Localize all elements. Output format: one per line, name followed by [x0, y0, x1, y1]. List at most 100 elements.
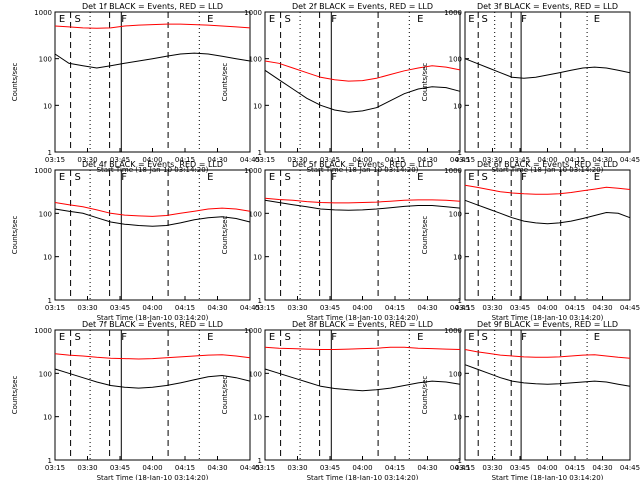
- series-line-events: [264, 199, 461, 211]
- x-tick-label: 04:30: [207, 156, 227, 164]
- x-tick-label: 03:15: [45, 156, 65, 164]
- y-tick-label: 10: [43, 254, 52, 262]
- y-tick-label: 1000: [34, 9, 52, 17]
- y-tick-label: 1: [258, 297, 262, 305]
- x-tick-label: 04:15: [565, 304, 585, 312]
- panel-9: Det 9f BLACK = Events, RED = LLD Counts/s…: [421, 320, 640, 480]
- y-tick-label: 10: [253, 414, 262, 422]
- x-axis-label: Start Time (18-Jan-10 03:14:20): [97, 314, 209, 322]
- y-tick-label: 100: [39, 210, 52, 218]
- event-marker-label: E: [594, 14, 600, 25]
- x-tick-label: 04:30: [592, 304, 612, 312]
- x-axis-label: Start Time (18-Jan-10 03:14:20): [492, 314, 604, 322]
- x-tick-label: 03:45: [510, 464, 530, 472]
- series-line-lld: [264, 346, 461, 350]
- y-tick-label: 1000: [34, 167, 52, 175]
- x-tick-label: 03:30: [482, 156, 502, 164]
- series-line-lld: [54, 202, 251, 217]
- y-tick-label: 100: [39, 370, 52, 378]
- event-marker-label: E: [59, 14, 65, 25]
- x-tick-label: 04:15: [175, 464, 195, 472]
- event-marker-label: E: [59, 172, 65, 183]
- y-tick-label: 1: [458, 149, 462, 157]
- event-marker-label: S: [75, 172, 81, 183]
- y-tick-label: 100: [449, 56, 462, 64]
- y-axis-label: Counts/sec: [221, 376, 229, 415]
- panel-title: Det 7f BLACK = Events, RED = LLD: [82, 320, 223, 329]
- x-tick-label: 03:15: [255, 156, 275, 164]
- event-marker-label: F: [331, 332, 337, 343]
- x-tick-label: 04:15: [565, 156, 585, 164]
- series-line-lld: [264, 60, 461, 82]
- x-tick-label: 04:00: [352, 156, 372, 164]
- panel-5: Det 5f BLACK = Events, RED = LLD Counts/s…: [221, 160, 470, 322]
- panel-title: Det 3f BLACK = Events, RED = LLD: [477, 2, 618, 11]
- y-axis-label: Counts/sec: [421, 376, 429, 415]
- event-marker-label: E: [269, 332, 275, 343]
- y-tick-label: 1: [458, 297, 462, 305]
- series-line-lld: [464, 184, 631, 195]
- event-marker-label: F: [121, 332, 127, 343]
- x-tick-label: 04:30: [417, 464, 437, 472]
- y-tick-label: 100: [249, 370, 262, 378]
- y-tick-label: 1000: [244, 167, 262, 175]
- x-tick-label: 03:15: [455, 464, 475, 472]
- x-tick-label: 04:15: [385, 304, 405, 312]
- x-tick-label: 04:00: [142, 304, 162, 312]
- event-marker-label: F: [521, 14, 527, 25]
- event-marker-label: E: [207, 14, 213, 25]
- y-tick-label: 1: [258, 457, 262, 465]
- x-tick-label: 03:30: [287, 156, 307, 164]
- event-marker-label: S: [75, 14, 81, 25]
- y-tick-label: 100: [39, 56, 52, 64]
- event-marker-label: F: [331, 172, 337, 183]
- event-marker-label: E: [468, 172, 474, 183]
- y-tick-label: 1000: [444, 9, 462, 17]
- event-marker-label: S: [285, 14, 291, 25]
- y-tick-label: 10: [453, 414, 462, 422]
- x-tick-label: 04:00: [142, 156, 162, 164]
- event-marker-label: E: [468, 332, 474, 343]
- series-line-events: [264, 69, 461, 113]
- event-marker-label: E: [207, 172, 213, 183]
- series-line-events: [264, 368, 461, 392]
- x-tick-label: 03:30: [287, 464, 307, 472]
- y-tick-label: 10: [453, 254, 462, 262]
- y-axis-label: Counts/sec: [11, 376, 19, 415]
- x-tick-label: 04:30: [592, 464, 612, 472]
- x-tick-label: 03:45: [110, 464, 130, 472]
- event-marker-label: E: [59, 332, 65, 343]
- panel-6: Det 6f BLACK = Events, RED = LLD Counts/s…: [421, 160, 640, 322]
- panel-7: Det 7f BLACK = Events, RED = LLD Counts/s…: [11, 320, 260, 480]
- series-line-events: [464, 199, 631, 225]
- x-axis-label: Start Time (18-Jan-10 03:14:20): [492, 474, 604, 480]
- series-line-lld: [264, 197, 461, 204]
- x-tick-label: 03:30: [482, 464, 502, 472]
- event-marker-label: S: [75, 332, 81, 343]
- event-marker-label: E: [269, 14, 275, 25]
- event-marker-label: E: [468, 14, 474, 25]
- y-axis-label: Counts/sec: [221, 216, 229, 255]
- series-line-events: [54, 208, 251, 227]
- y-tick-label: 10: [253, 254, 262, 262]
- y-axis-label: Counts/sec: [421, 216, 429, 255]
- panel-title: Det 5f BLACK = Events, RED = LLD: [292, 160, 433, 169]
- x-tick-label: 04:45: [240, 464, 260, 472]
- panel-3: Det 3f BLACK = Events, RED = LLD Counts/s…: [421, 2, 640, 174]
- x-tick-label: 04:15: [385, 464, 405, 472]
- x-tick-label: 03:15: [45, 304, 65, 312]
- x-tick-label: 04:00: [537, 464, 557, 472]
- panel-2: Det 2f BLACK = Events, RED = LLD Counts/s…: [221, 2, 470, 174]
- panel-title: Det 9f BLACK = Events, RED = LLD: [477, 320, 618, 329]
- x-tick-label: 03:30: [77, 464, 97, 472]
- panel-4: Det 4f BLACK = Events, RED = LLD Counts/s…: [11, 160, 260, 322]
- series-line-lld: [54, 353, 251, 360]
- x-tick-label: 04:15: [175, 304, 195, 312]
- event-marker-label: F: [521, 332, 527, 343]
- series-line-events: [54, 52, 251, 69]
- event-marker-label: F: [121, 14, 127, 25]
- panel-title: Det 1f BLACK = Events, RED = LLD: [82, 2, 223, 11]
- event-marker-label: S: [285, 332, 291, 343]
- x-tick-label: 04:45: [450, 304, 470, 312]
- series-line-events: [464, 364, 631, 387]
